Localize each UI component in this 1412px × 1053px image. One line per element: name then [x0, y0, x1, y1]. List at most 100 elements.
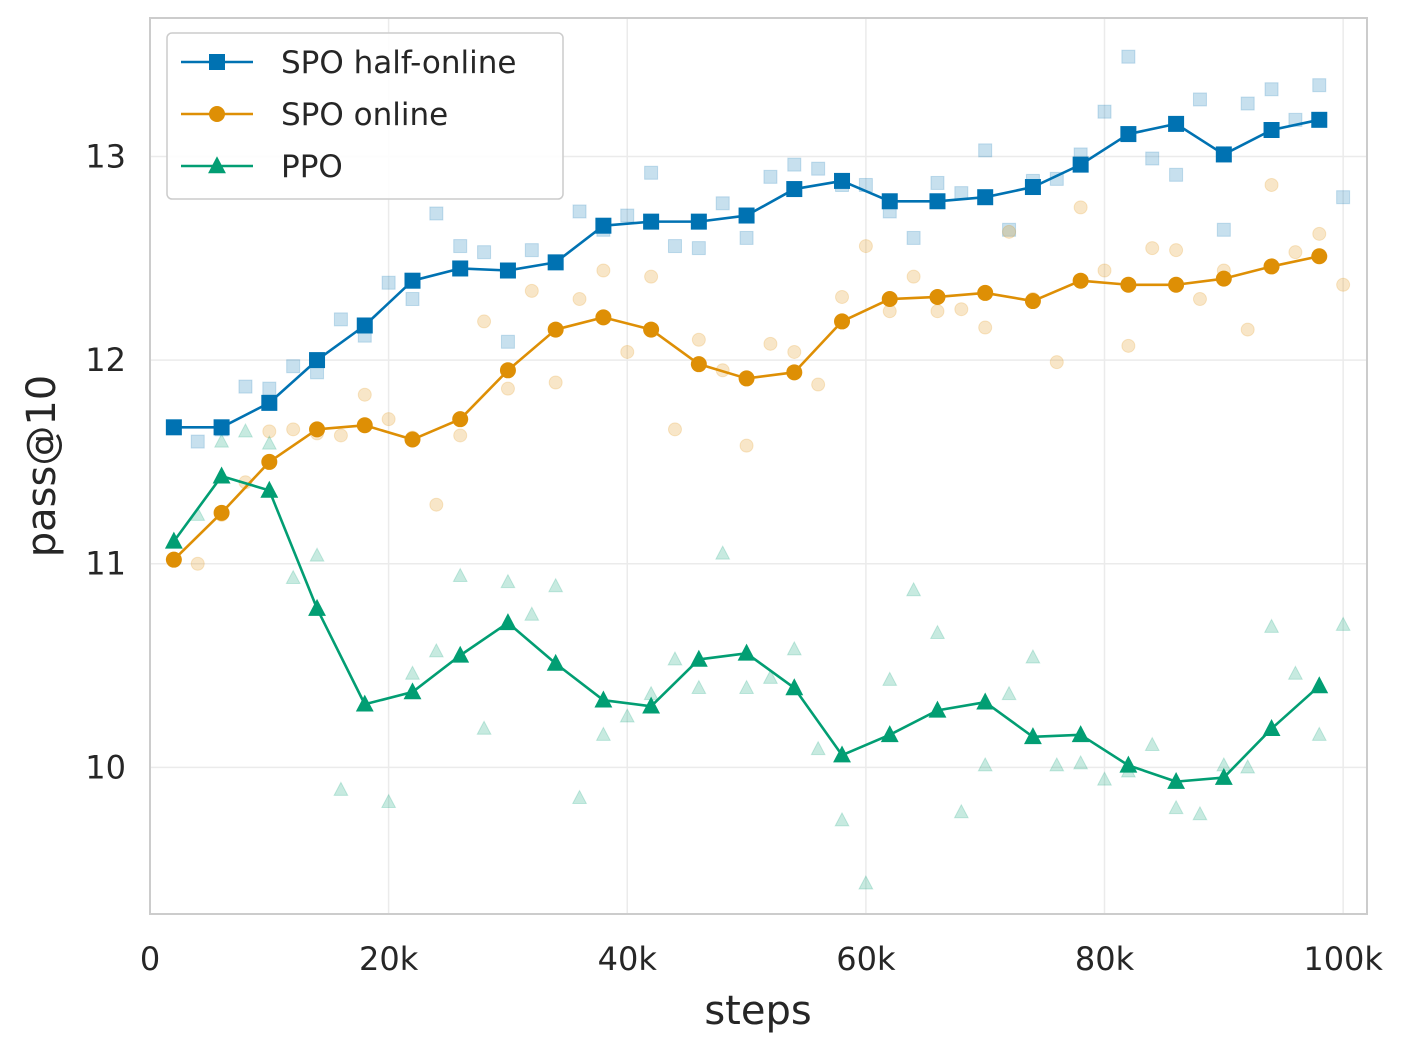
data-point	[834, 313, 851, 330]
raw-point	[453, 428, 468, 443]
raw-point	[1002, 222, 1017, 237]
raw-point	[739, 230, 754, 245]
raw-point	[691, 679, 707, 695]
raw-point	[811, 377, 826, 392]
data-point	[594, 690, 613, 708]
raw-point	[1169, 243, 1184, 258]
raw-point	[691, 241, 706, 256]
data-point	[452, 411, 469, 428]
raw-point	[1263, 618, 1280, 633]
data-point	[977, 189, 994, 206]
data-point	[833, 745, 851, 763]
data-point	[881, 291, 898, 308]
raw-point	[286, 359, 301, 374]
raw-point	[978, 143, 993, 158]
raw-point	[572, 292, 587, 307]
data-point	[547, 321, 564, 338]
raw-point	[1288, 245, 1303, 260]
data-point	[1215, 270, 1232, 287]
data-point	[643, 213, 660, 230]
raw-point	[476, 720, 492, 735]
raw-point	[954, 302, 969, 317]
data-point	[260, 480, 279, 498]
data-point	[1120, 276, 1137, 293]
legend-label: SPO online	[281, 97, 448, 133]
y-tick-label: 13	[85, 137, 126, 175]
data-point	[1262, 719, 1281, 736]
data-point	[547, 254, 564, 271]
legend-marker	[208, 156, 226, 174]
series-lines	[164, 111, 1329, 789]
data-point	[690, 356, 707, 373]
raw-point	[978, 320, 993, 335]
raw-point	[834, 811, 850, 827]
data-point	[1072, 156, 1089, 173]
data-point	[404, 431, 421, 448]
raw-point	[548, 375, 563, 390]
raw-point	[1240, 96, 1255, 111]
raw-point	[285, 569, 301, 585]
x-axis-label: steps	[704, 988, 811, 1034]
y-tick-label: 12	[85, 341, 126, 379]
raw-point	[619, 707, 635, 723]
data-point	[928, 700, 947, 718]
raw-point	[644, 269, 659, 284]
data-point	[308, 598, 326, 616]
data-point	[1120, 126, 1137, 143]
data-point	[499, 613, 517, 631]
legend-label: SPO half-online	[281, 45, 516, 81]
data-point	[1263, 122, 1280, 138]
raw-point	[1121, 49, 1136, 64]
data-point	[1072, 272, 1089, 289]
data-point	[785, 678, 804, 696]
data-point	[977, 284, 994, 301]
raw-point	[1192, 92, 1207, 107]
raw-point	[977, 756, 993, 772]
data-point	[404, 272, 421, 289]
raw-point	[1240, 322, 1255, 337]
raw-point	[333, 312, 348, 327]
data-point	[212, 466, 231, 484]
raw-point	[405, 292, 420, 307]
raw-point	[739, 438, 754, 453]
raw-point	[1240, 758, 1256, 774]
raw-point	[1096, 771, 1113, 786]
data-point	[881, 193, 898, 210]
raw-point	[762, 669, 779, 684]
raw-point	[787, 157, 802, 172]
x-tick-label: 20k	[359, 940, 419, 978]
raw-point	[333, 781, 349, 796]
raw-point	[763, 169, 778, 184]
raw-point	[1001, 685, 1017, 701]
raw-point	[452, 567, 468, 583]
data-point	[929, 288, 946, 305]
raw-point	[500, 334, 515, 349]
data-point	[309, 421, 326, 438]
data-point	[261, 453, 278, 470]
raw-point	[572, 204, 587, 219]
raw-point	[1097, 263, 1112, 278]
raw-point	[262, 381, 277, 396]
raw-point	[596, 263, 611, 278]
raw-point	[786, 640, 802, 656]
raw-point	[1192, 805, 1208, 821]
raw-point	[1097, 104, 1112, 119]
plot-frame	[149, 17, 1368, 915]
raw-point	[906, 269, 921, 284]
data-point	[451, 645, 470, 663]
y-tick-label: 11	[85, 545, 126, 583]
raw-point	[1168, 799, 1184, 815]
legend-box	[166, 32, 564, 200]
data-point	[403, 682, 422, 700]
data-point	[642, 696, 661, 714]
raw-point	[428, 642, 445, 658]
raw-point	[548, 577, 564, 593]
data-point	[356, 417, 373, 434]
raw-point	[1336, 190, 1351, 205]
data-point	[595, 217, 612, 234]
raw-point	[1264, 177, 1279, 192]
raw-point	[715, 196, 730, 211]
data-point	[261, 394, 278, 411]
raw-point	[1049, 355, 1064, 370]
